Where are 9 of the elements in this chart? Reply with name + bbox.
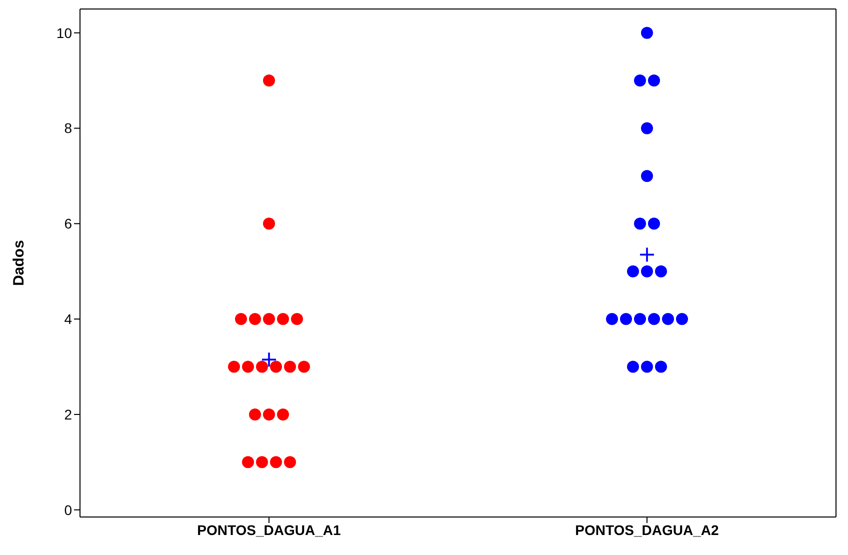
x-tick-label: PONTOS_DAGUA_A2 <box>575 522 720 538</box>
y-tick-label: 0 <box>64 502 72 518</box>
y-tick-label: 4 <box>64 311 72 328</box>
x-tick-label: PONTOS_DAGUA_A1 <box>197 522 342 538</box>
y-axis-title: Dados <box>10 240 28 286</box>
y-tick-label: 8 <box>64 120 72 136</box>
y-tick-label: 10 <box>56 24 72 41</box>
y-tick-label: 6 <box>64 216 72 232</box>
y-tick-label: 2 <box>64 406 72 422</box>
